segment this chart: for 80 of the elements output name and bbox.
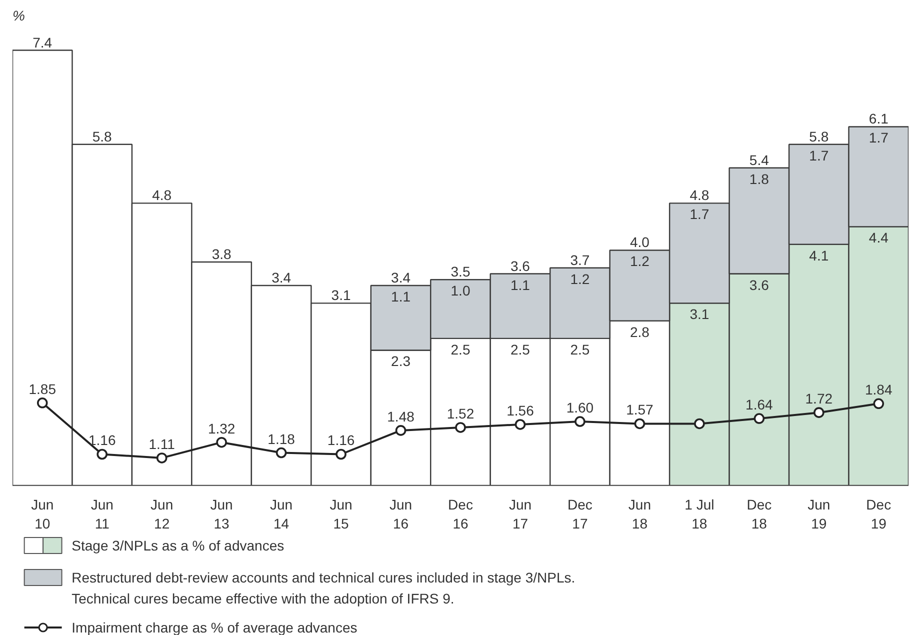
total-label: 7.4 [32,34,52,50]
total-label: 4.8 [152,187,172,204]
point [395,425,406,436]
x-tick-label: Dec 18 [746,496,772,532]
point [634,418,646,430]
data-label: 1.8 [749,170,770,187]
data-label: 1.72 [805,390,833,407]
point [873,398,884,410]
point [276,447,287,458]
data-label: 1.18 [268,430,296,447]
data-label: 1.85 [28,380,56,397]
total-label: 3.5 [450,264,470,280]
legend-label: Restructured debt-review accounts and technical cures included in stage 3/NPLs. Technical cures became effective with the adoption of IFRS 9. [72,570,576,606]
total-label: 5.8 [809,128,829,144]
data-label: 1.1 [510,276,530,293]
point [514,419,526,430]
data-label: 1.57 [626,402,654,418]
point [36,398,48,408]
point [814,407,824,418]
data-label: 2.3 [391,353,411,370]
data-label: 2.5 [570,341,590,358]
total-label: 3.7 [570,252,590,268]
total-label: 4.0 [630,234,650,250]
x-tick-label: Jun 15 [330,496,352,532]
data-label: 1.16 [88,432,116,448]
total-label: 6.1 [868,110,889,127]
data-label: 1.48 [387,408,415,424]
data-label: 1.64 [746,396,774,413]
data-label: 1.7 [868,130,889,146]
data-label: 1.2 [570,270,590,287]
point [455,422,466,433]
data-label: 1.2 [630,253,650,270]
data-label: 1.16 [327,432,355,448]
data-label: 1.52 [446,405,474,422]
x-tick-label: Jun 19 [808,496,830,532]
data-label: 1.32 [208,420,236,436]
y-axis-title: % [12,8,25,24]
total-label: 5.8 [92,128,112,144]
data-label: 1.7 [809,147,829,164]
data-label: 2.8 [630,324,650,340]
x-tick-label: Jun 16 [389,496,412,532]
point [216,436,227,448]
point [694,418,705,430]
point [754,413,765,424]
x-tick-label: Jun 18 [628,496,651,532]
data-label: 1.11 [148,436,176,452]
point [336,448,346,460]
data-label: 2.5 [450,341,470,358]
data-label: 1.84 [865,382,892,398]
x-tick-label: Dec 17 [568,496,592,532]
total-label: 3.4 [272,270,292,286]
x-tick-label: Jun 17 [508,496,532,532]
data-label: 1.7 [690,206,710,222]
legend-label: Stage 3/NPLs as a % of advances [72,538,284,554]
total-label: 3.6 [510,258,530,274]
total-label: 3.4 [391,270,411,286]
data-label: 1.56 [506,402,534,418]
data-label: 1.0 [450,282,470,299]
total-label: 3.8 [212,246,232,262]
data-label: 4.1 [809,247,829,264]
data-label: 2.5 [510,341,530,358]
x-tick-label: Jun 11 [90,496,114,532]
data-label: 3.6 [749,276,770,293]
data-label: 4.4 [868,230,889,246]
x-tick-label: Dec 16 [448,496,473,532]
data-label: 3.1 [690,306,710,322]
total-label: 4.8 [690,187,710,204]
total-label: 5.4 [749,152,770,168]
data-label: 1.1 [391,288,411,305]
x-tick-label: Dec 19 [866,496,892,532]
x-tick-label: Jun 14 [270,496,293,532]
point [156,452,168,464]
total-label: 3.1 [331,287,351,304]
point [574,416,586,427]
x-tick-label: Jun 13 [210,496,233,532]
x-tick-label: Jun 12 [150,496,174,532]
x-tick-label: 1 Jul 18 [684,496,714,532]
x-tick-label: Jun 10 [31,496,54,532]
data-label: 1.60 [566,400,594,416]
point [96,448,108,460]
